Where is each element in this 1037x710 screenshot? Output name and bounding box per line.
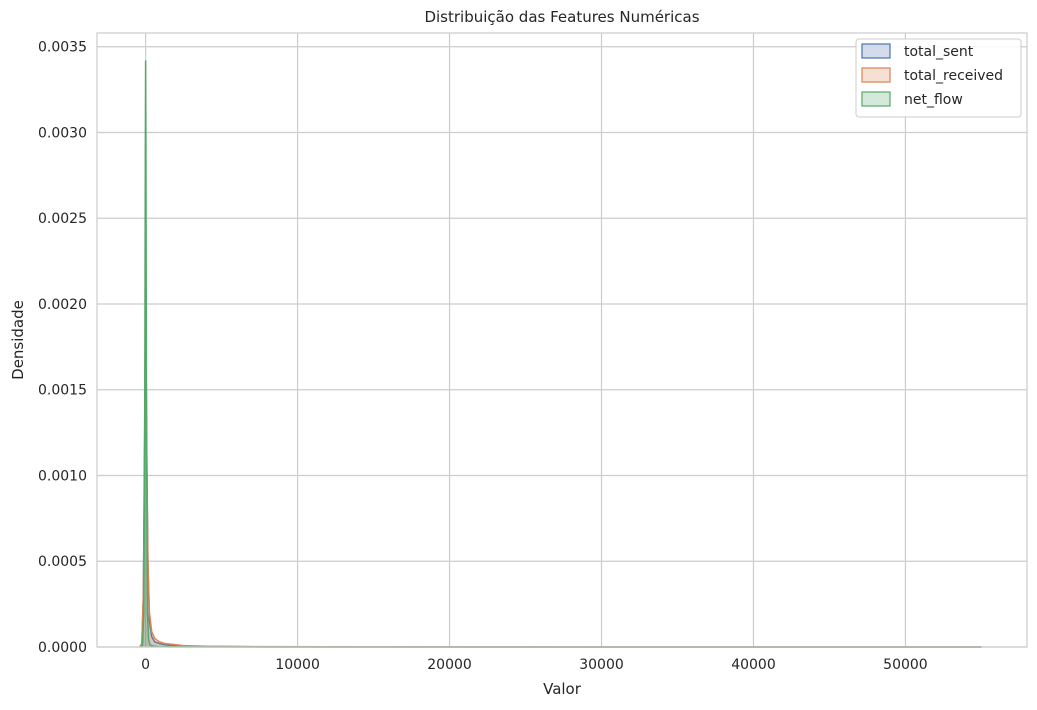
grid xyxy=(97,33,1027,648)
legend-box xyxy=(855,38,1022,118)
y-axis-label: Densidade xyxy=(9,300,27,380)
y-tick-label: 0.0035 xyxy=(38,40,87,56)
legend-label: total_sent xyxy=(904,44,974,60)
legend-swatch xyxy=(861,43,891,59)
tick-labels: 0 10000 20000 30000 40000 50000 0.0000 0.0005 0.… xyxy=(38,40,928,673)
x-axis-label: Valor xyxy=(543,680,582,698)
legend-label: total_received xyxy=(904,68,1003,84)
y-tick-label: 0.0020 xyxy=(38,297,87,313)
y-tick-label: 0.0015 xyxy=(38,383,87,399)
legend-label: net_flow xyxy=(904,92,963,108)
x-tick-label: 40000 xyxy=(731,657,776,673)
plot-frame xyxy=(96,32,1028,648)
legend-swatch xyxy=(861,91,891,107)
x-tick-label: 10000 xyxy=(275,657,320,673)
x-tick-label: 0 xyxy=(141,657,150,673)
x-tick-label: 50000 xyxy=(883,657,928,673)
x-tick-label: 30000 xyxy=(579,657,624,673)
chart-title: Distribuição das Features Numéricas xyxy=(424,8,699,26)
legend-swatch xyxy=(861,67,891,83)
y-tick-label: 0.0010 xyxy=(38,468,87,484)
y-tick-label: 0.0025 xyxy=(38,211,87,227)
x-tick-label: 20000 xyxy=(427,657,472,673)
legend: total_sent total_received net_flow xyxy=(855,38,1022,118)
y-tick-label: 0.0030 xyxy=(38,125,87,141)
y-tick-label: 0.0000 xyxy=(38,640,87,656)
y-tick-label: 0.0005 xyxy=(38,554,87,570)
